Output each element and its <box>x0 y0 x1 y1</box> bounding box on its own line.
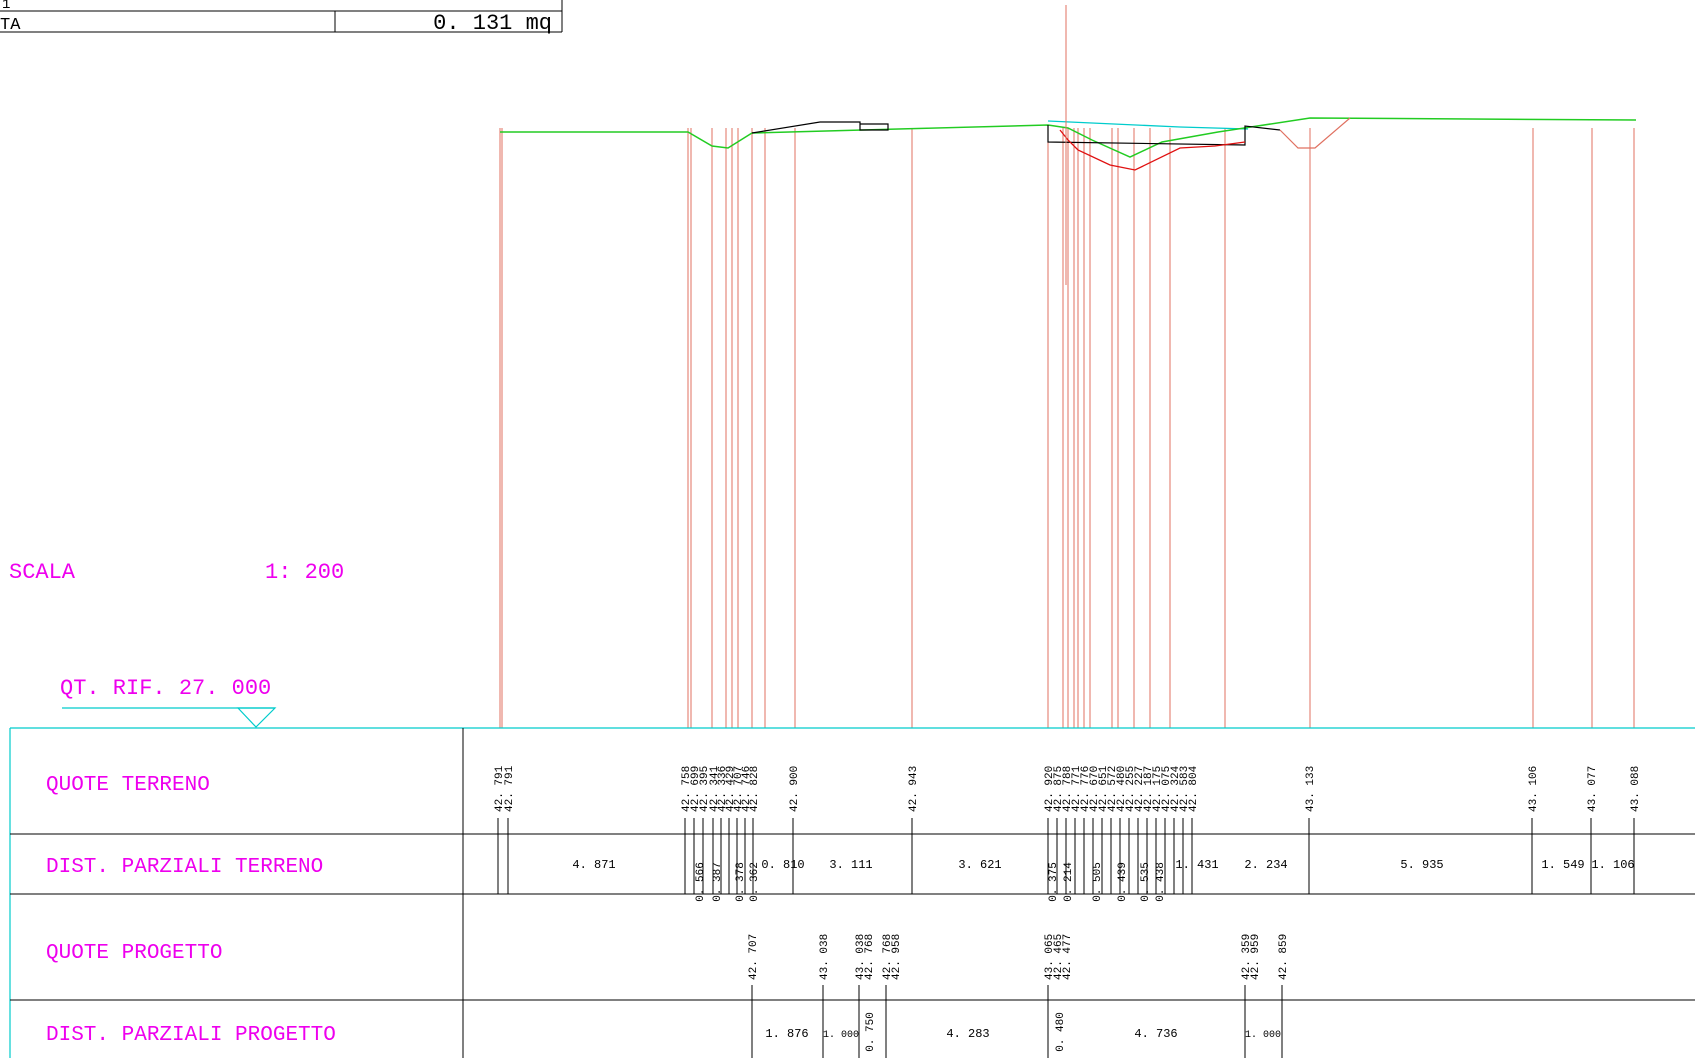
profile <box>500 5 1637 285</box>
terrain-elevation-label: 42. 572 <box>1107 766 1119 812</box>
project-line-left <box>751 121 889 134</box>
terrain-elevation-label: 43. 077 <box>1587 766 1599 812</box>
terrain-elevation-label: 42. 804 <box>1188 765 1200 812</box>
terrain-elevation-label: 43. 133 <box>1305 766 1317 812</box>
terrain-distance-label: 4. 871 <box>572 858 615 872</box>
terrain-elevation-label: 42. 771 <box>1071 765 1083 812</box>
design-level-line <box>1047 120 1249 130</box>
terrain-elevation-label: 42. 788 <box>1062 766 1074 812</box>
project-distance-label: 0. 480 <box>1055 1012 1067 1052</box>
scale-value: 1: 200 <box>265 560 344 585</box>
terrain-elevation-label: 42. 583 <box>1179 766 1191 812</box>
chainage-lines <box>499 128 1635 728</box>
terrain-distance-label: 0. 505 <box>1092 862 1104 902</box>
terrain-elevation-label: 42. 670 <box>1089 766 1101 812</box>
terrain-elevation-label: 42. 920 <box>1044 766 1056 812</box>
project-elevation-label: 42. 477 <box>1062 934 1074 980</box>
terrain-distance-label: 0. 214 <box>1063 862 1075 902</box>
terrain-distance-label: 0. 566 <box>695 862 707 902</box>
terrain-distance-label: 3. 621 <box>958 858 1001 872</box>
terrain-elevation-label: 42. 227 <box>1134 766 1146 812</box>
project-distance-label: 4. 736 <box>1134 1027 1177 1041</box>
terrain-elevation-label: 42. 336 <box>717 766 729 812</box>
project-elevation-label: 43. 065 <box>1044 934 1056 980</box>
project-elevation-label: 42. 359 <box>1241 934 1253 980</box>
profile-table: QUOTE TERRENO DIST. PARZIALI TERRENO QUO… <box>9 727 1695 1058</box>
terrain-elevation-label: 42. 324 <box>1170 765 1182 812</box>
terrain-elevation-label: 42. 943 <box>908 766 920 812</box>
reference-elevation-label: QT. RIF. 27. 000 <box>60 676 271 701</box>
excavation-line <box>1059 129 1246 171</box>
project-line-right <box>1047 125 1281 146</box>
project-elevation-label: 42. 958 <box>891 934 903 980</box>
row-label-dist-parziali-terreno: DIST. PARZIALI TERRENO <box>46 856 323 879</box>
project-elevation-label: 42. 859 <box>1278 934 1290 980</box>
terrain-distance-label: 3. 111 <box>829 858 872 872</box>
terrain-distance-label: 0. 810 <box>761 858 804 872</box>
terrain-elevation-label: 42. 707 <box>733 766 745 812</box>
row-label-quote-progetto: QUOTE PROGETTO <box>46 942 222 965</box>
terrain-distance-label: 1. 106 <box>1591 858 1634 872</box>
project-distance-label: 1. 876 <box>765 1027 808 1041</box>
terrain-elevation-label: 42. 651 <box>1098 765 1110 812</box>
project-elevation-label: 43. 038 <box>819 934 831 980</box>
title-block: 1 TA 0. 131 mq <box>0 0 563 36</box>
project-elevation-label: 42. 465 <box>1053 934 1065 980</box>
terrain-distance-label: 1. 431 <box>1175 858 1218 872</box>
project-distance-label: 4. 283 <box>946 1027 989 1041</box>
terrain-distance-label: 0. 378 <box>735 862 747 902</box>
project-elevation-label: 42. 959 <box>1250 934 1262 980</box>
terrain-elevation-label: 42. 429 <box>725 766 737 812</box>
terrain-elevation-label: 42. 175 <box>1152 766 1164 812</box>
terrain-elevation-label: 42. 187 <box>1143 766 1155 812</box>
terrain-distance-label: 5. 935 <box>1400 858 1443 872</box>
terrain-elevation-label: 42. 791 <box>494 765 506 812</box>
terrain-line <box>500 117 1637 158</box>
terrain-distance-labels: 4. 871 0. 566 0. 387 0. 378 0. 362 0. 810 3. 1… <box>572 858 1634 902</box>
ditch-line <box>1279 117 1351 149</box>
terrain-elevation-label: 42. 828 <box>749 766 761 812</box>
terrain-elevation-label: 42. 075 <box>1161 766 1173 812</box>
terrain-elevation-label: 42. 900 <box>789 766 801 812</box>
project-elevation-label: 42. 768 <box>864 934 876 980</box>
terrain-distance-label: 1. 549 <box>1541 858 1584 872</box>
terrain-distance-label: 0. 535 <box>1140 862 1152 902</box>
terrain-elevation-label: 42. 791 <box>504 765 516 812</box>
project-distance-label: 1. 000 <box>823 1030 859 1041</box>
title-row1-label: 1 <box>2 0 10 13</box>
title-row2-label: TA <box>0 16 21 35</box>
terrain-distance-label: 0. 362 <box>749 862 761 902</box>
terrain-elevation-label: 42. 776 <box>1080 766 1092 812</box>
terrain-elevation-label: 43. 088 <box>1630 766 1642 812</box>
project-elevation-label: 43. 038 <box>855 934 867 980</box>
terrain-distance-label: 0. 387 <box>712 862 724 902</box>
terrain-elevation-label: 42. 341 <box>709 765 721 812</box>
terrain-elevation-label: 42. 746 <box>741 766 753 812</box>
terrain-distance-label: 0. 438 <box>1155 862 1167 902</box>
area-value: 0. 131 mq <box>433 11 552 36</box>
terrain-distance-label: 0. 439 <box>1117 862 1129 902</box>
project-distance-label: 1. 000 <box>1245 1030 1281 1041</box>
reference-triangle-icon <box>236 707 277 728</box>
project-distance-labels: 1. 876 1. 000 0. 750 4. 283 0. 480 4. 736 1. 0… <box>765 1012 1281 1052</box>
project-elevation-label: 42. 768 <box>882 934 894 980</box>
terrain-distance-label: 0. 375 <box>1048 862 1060 902</box>
terrain-distance-label: 2. 234 <box>1244 858 1287 872</box>
scale-label: SCALA <box>9 560 76 585</box>
terrain-elevation-label: 42. 758 <box>681 766 693 812</box>
row-label-dist-parziali-progetto: DIST. PARZIALI PROGETTO <box>46 1024 336 1047</box>
terrain-elevation-label: 42. 480 <box>1116 766 1128 812</box>
terrain-elevation-label: 43. 106 <box>1528 766 1540 812</box>
terrain-elevation-label: 42. 255 <box>1125 766 1137 812</box>
terrain-elevation-label: 42. 875 <box>1053 766 1065 812</box>
terrain-elevation-label: 42. 395 <box>699 766 711 812</box>
row-label-quote-terreno: QUOTE TERRENO <box>46 774 210 797</box>
terrain-elevation-label: 42. 699 <box>690 766 702 812</box>
project-distance-label: 0. 750 <box>865 1012 877 1052</box>
project-elevation-label: 42. 707 <box>748 934 760 980</box>
